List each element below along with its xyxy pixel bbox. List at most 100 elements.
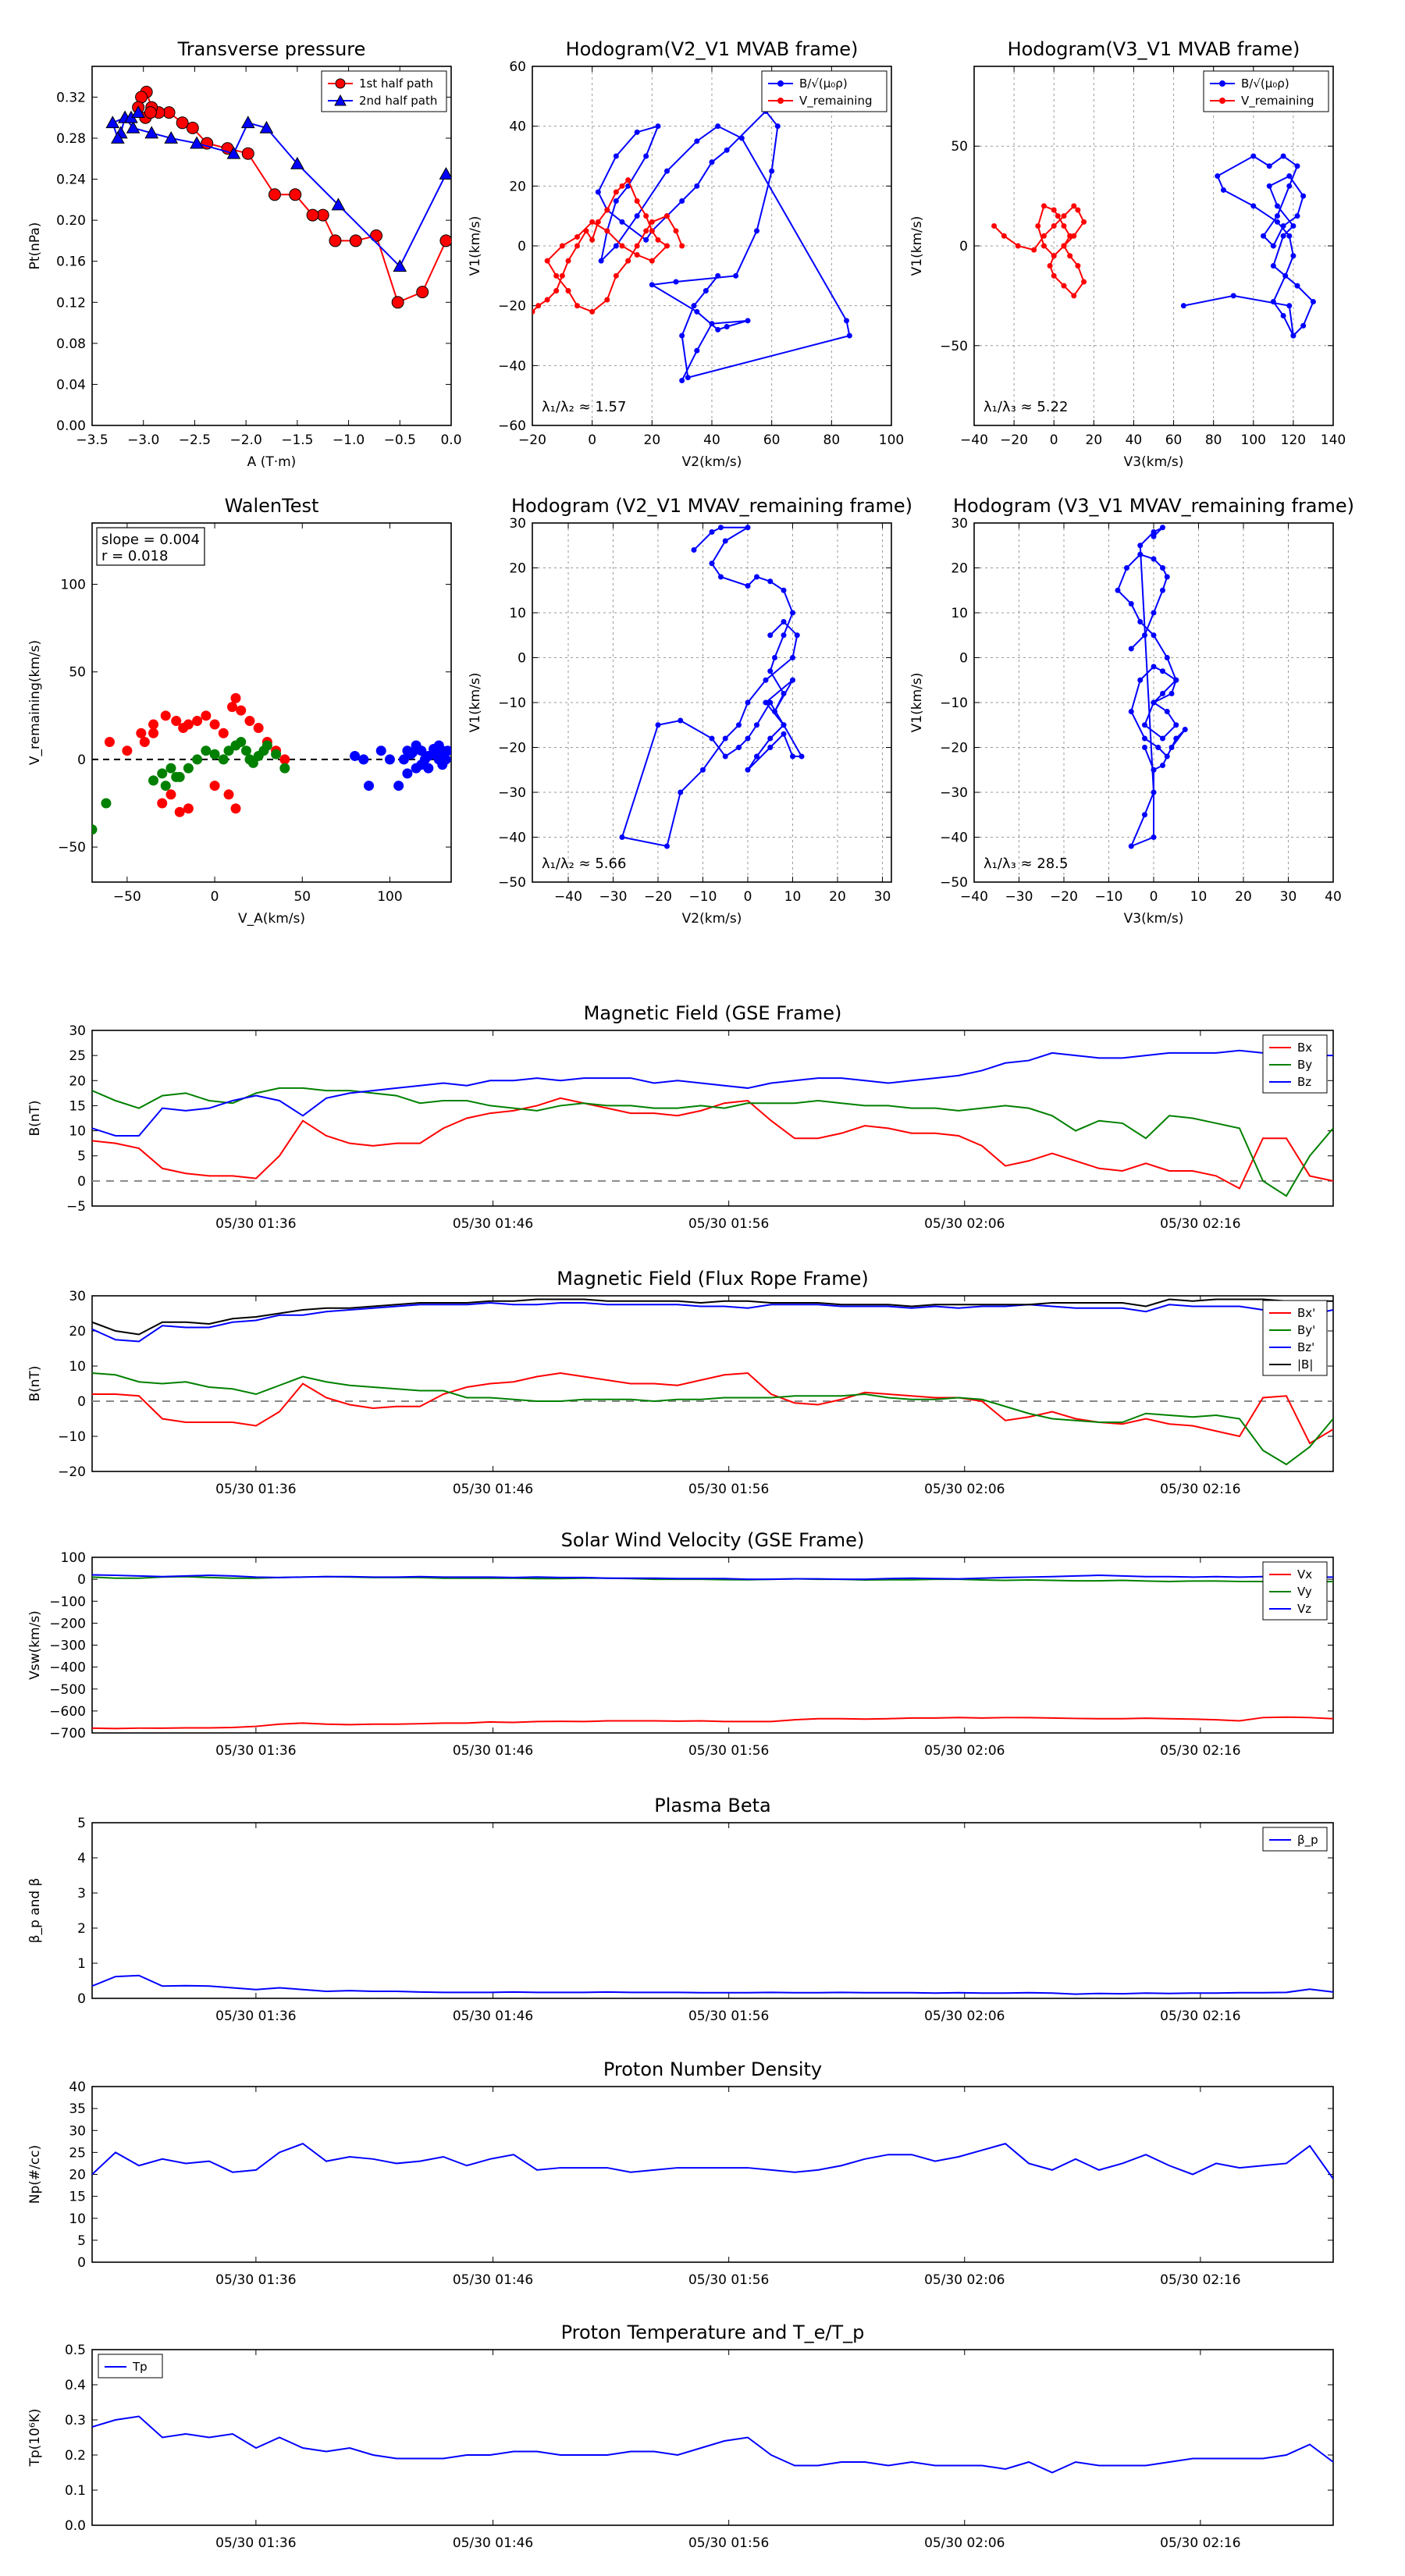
legend-label: Tp bbox=[132, 2360, 148, 2374]
data-point bbox=[673, 228, 679, 234]
legend: β_p bbox=[1262, 1827, 1328, 1852]
data-point bbox=[1310, 299, 1316, 305]
data-point bbox=[190, 136, 204, 149]
data-point bbox=[171, 716, 182, 727]
y-tick-label: 50 bbox=[69, 665, 86, 681]
x-tick-label: 0 bbox=[211, 889, 219, 905]
legend-marker bbox=[777, 98, 784, 104]
data-point bbox=[664, 213, 670, 219]
data-point bbox=[754, 722, 759, 728]
x-tick-label: 05/30 01:46 bbox=[453, 2535, 533, 2551]
data-point bbox=[1250, 203, 1257, 209]
data-point bbox=[1142, 812, 1147, 818]
y-tick-label: 20 bbox=[509, 179, 526, 194]
x-tick-label: 80 bbox=[823, 432, 841, 448]
data-point bbox=[416, 286, 429, 299]
legend-label: Vx bbox=[1297, 1567, 1312, 1582]
x-tick-label: 0 bbox=[588, 432, 596, 448]
x-tick-label: 05/30 02:16 bbox=[1160, 2008, 1240, 2024]
legend-box bbox=[761, 70, 887, 112]
y-axis-label: Vsw(km/s) bbox=[27, 1610, 43, 1680]
annotation-text: λ₁/λ₂ ≈ 1.57 bbox=[542, 399, 626, 415]
data-point bbox=[736, 722, 742, 728]
data-point bbox=[135, 91, 148, 104]
y-tick-label: 0.4 bbox=[65, 2378, 86, 2393]
data-point bbox=[691, 547, 697, 553]
data-point bbox=[1290, 253, 1297, 259]
y-tick-label: 30 bbox=[69, 1023, 86, 1039]
x-tick-label: 05/30 01:56 bbox=[688, 1482, 769, 1497]
data-point bbox=[306, 208, 319, 222]
data-point bbox=[559, 243, 565, 249]
data-point bbox=[136, 728, 147, 738]
data-point bbox=[1160, 525, 1165, 531]
plot-frame bbox=[91, 522, 452, 883]
legend-label: B/√(μ₀ρ) bbox=[799, 76, 848, 91]
y-tick-label: 0.20 bbox=[56, 213, 86, 229]
data-point bbox=[1031, 247, 1037, 253]
legend: B/√(μ₀ρ) V_remaining bbox=[1203, 70, 1329, 112]
data-point bbox=[619, 834, 625, 840]
data-point bbox=[122, 745, 133, 756]
data-point bbox=[709, 735, 715, 742]
data-point bbox=[364, 781, 375, 792]
data-point bbox=[1115, 587, 1121, 593]
data-point bbox=[1137, 543, 1144, 549]
data-point bbox=[694, 347, 700, 354]
data-point bbox=[679, 243, 685, 249]
y-tick-label: 2 bbox=[77, 1921, 86, 1937]
chart-title: Magnetic Field (Flux Rope Frame) bbox=[557, 1268, 868, 1290]
data-point bbox=[183, 803, 194, 814]
plot-area bbox=[991, 153, 1316, 339]
x-tick-label: 100 bbox=[1241, 432, 1266, 448]
y-tick-label: −20 bbox=[498, 741, 526, 756]
series-line-0 bbox=[1116, 526, 1186, 848]
data-point bbox=[1164, 574, 1170, 580]
chart-panel-4: −40 −30 −20 −10 0 10 20 30 −50 −40 −30 −20 −10 0 10 20 3… bbox=[468, 495, 912, 927]
data-point bbox=[227, 702, 238, 713]
plot-area bbox=[105, 85, 451, 309]
data-point bbox=[613, 189, 619, 195]
y-tick-label: 15 bbox=[69, 2190, 86, 2205]
data-point bbox=[279, 754, 290, 765]
data-point bbox=[1051, 272, 1057, 279]
legend-label: Bx' bbox=[1297, 1306, 1315, 1320]
x-tick-label: 40 bbox=[1126, 432, 1143, 448]
data-point bbox=[1215, 173, 1221, 180]
data-point bbox=[583, 228, 589, 234]
x-axis-label: V3(km/s) bbox=[1124, 454, 1184, 470]
data-point bbox=[1137, 551, 1144, 557]
data-point bbox=[634, 252, 640, 258]
data-point bbox=[1160, 565, 1165, 571]
x-tick-label: 60 bbox=[763, 432, 781, 448]
data-point bbox=[619, 219, 625, 225]
data-point bbox=[1290, 222, 1297, 229]
x-tick-label: 05/30 02:16 bbox=[1160, 1482, 1240, 1497]
data-point bbox=[1151, 556, 1157, 562]
y-tick-label: 0 bbox=[518, 239, 526, 254]
x-tick-label: 05/30 01:46 bbox=[453, 1216, 533, 1232]
y-tick-label: 0.5 bbox=[65, 2343, 86, 2358]
data-point bbox=[240, 116, 255, 129]
legend-label: Vy bbox=[1297, 1585, 1312, 1599]
data-point bbox=[625, 177, 631, 183]
x-tick-label: 05/30 02:16 bbox=[1160, 2535, 1240, 2551]
plot-area bbox=[92, 692, 451, 835]
annotation-box bbox=[96, 527, 205, 566]
legend-label: Bz' bbox=[1297, 1340, 1314, 1354]
data-point bbox=[236, 705, 247, 716]
data-point bbox=[331, 197, 346, 211]
y-tick-label: 5 bbox=[77, 1816, 86, 1831]
data-point bbox=[240, 745, 251, 756]
x-tick-label: 0.0 bbox=[440, 432, 461, 448]
data-point bbox=[1261, 233, 1267, 239]
y-tick-label: 40 bbox=[69, 2080, 86, 2095]
data-point bbox=[767, 578, 774, 585]
data-point bbox=[1081, 219, 1087, 225]
plot-frame bbox=[91, 66, 452, 426]
y-axis-label: Tp(10⁶K) bbox=[27, 2408, 43, 2467]
data-point bbox=[643, 153, 649, 159]
data-point bbox=[679, 198, 685, 204]
data-point bbox=[715, 123, 721, 130]
data-point bbox=[1067, 233, 1073, 239]
